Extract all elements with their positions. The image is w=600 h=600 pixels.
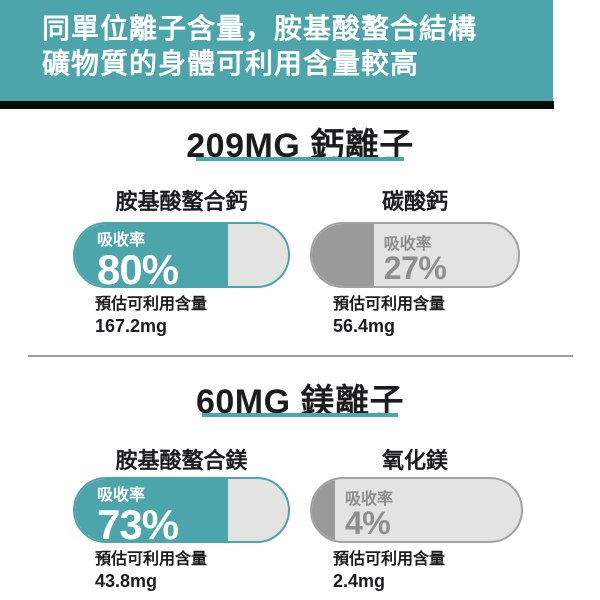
available-amount-amino-magnesium: 預估可利用含量 43.8mg (95, 551, 207, 591)
absorption-rate-value: 80% (97, 246, 179, 288)
available-amount-value: 56.4mg (333, 316, 396, 336)
available-amount-calcium-carbonate: 預估可利用含量 56.4mg (333, 296, 445, 336)
product-name-magnesium-oxide: 氧化鎂 (381, 448, 448, 473)
section-title-underline (196, 157, 404, 161)
available-amount-magnesium-oxide: 預估可利用含量 2.4mg (333, 551, 445, 591)
absorption-rate: 吸收率 27% (383, 236, 447, 286)
header-title-line1: 同單位離子含量，胺基酸螯合結構 (42, 13, 478, 44)
absorption-rate: 吸收率 4% (344, 491, 393, 541)
available-amount-value: 43.8mg (95, 571, 158, 591)
header-banner-shadow (0, 101, 554, 109)
section-title-underline (202, 413, 398, 417)
pill-fill (312, 224, 374, 286)
available-amount-label: 預估可利用含量 (95, 296, 208, 313)
available-amount-amino-calcium: 預估可利用含量 167.2mg (95, 296, 207, 336)
product-name-amino-magnesium: 胺基酸螯合鎂 (115, 448, 248, 473)
absorption-pill-calcium-carbonate: 吸收率 27% (310, 222, 520, 288)
pill-fill (75, 224, 229, 286)
available-amount-label: 預估可利用含量 (333, 296, 446, 313)
available-amount-label: 預估可利用含量 (333, 551, 446, 568)
absorption-rate: 吸收率 73% (97, 487, 179, 543)
absorption-pill-amino-calcium: 吸收率 80% (73, 222, 290, 288)
section-divider (28, 355, 573, 357)
absorption-pill-magnesium-oxide: 吸收率 4% (310, 477, 523, 543)
product-name-calcium-carbonate: 碳酸鈣 (381, 189, 448, 214)
header-banner: 同單位離子含量，胺基酸螯合結構 礦物質的身體可利用含量較高 (0, 0, 553, 101)
absorption-rate: 吸收率 80% (97, 232, 179, 288)
available-amount-value: 167.2mg (95, 316, 168, 336)
available-amount-label: 預估可利用含量 (95, 551, 208, 568)
absorption-rate-value: 73% (97, 501, 179, 543)
absorption-rate-label: 吸收率 (97, 232, 146, 249)
absorption-rate-label: 吸收率 (383, 236, 432, 253)
product-name-amino-calcium: 胺基酸螯合鈣 (115, 189, 248, 214)
pill-fill (312, 479, 335, 541)
absorption-rate-value: 4% (344, 505, 391, 541)
pill-fill (75, 479, 229, 541)
absorption-pill-amino-magnesium: 吸收率 73% (73, 477, 290, 543)
absorption-rate-label: 吸收率 (97, 487, 146, 504)
available-amount-value: 2.4mg (333, 571, 386, 591)
absorption-rate-label: 吸收率 (344, 491, 393, 508)
header-title: 同單位離子含量，胺基酸螯合結構 礦物質的身體可利用含量較高 (42, 11, 477, 81)
header-title-line2: 礦物質的身體可利用含量較高 (42, 48, 420, 79)
absorption-rate-value: 27% (383, 250, 447, 286)
